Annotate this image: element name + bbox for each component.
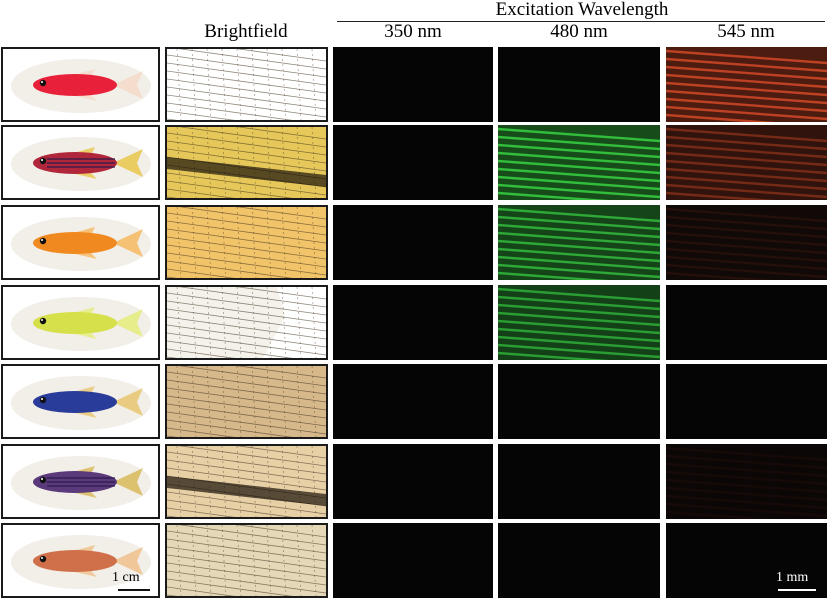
grid-row — [0, 364, 827, 439]
heading-rule — [337, 21, 825, 22]
brightfield-fin-image — [165, 364, 328, 439]
fish-photo — [1, 47, 160, 122]
grid-row — [0, 523, 827, 598]
fish-photo — [1, 205, 160, 280]
fluorescence-480nm-image — [498, 364, 660, 439]
fish-scale-bar — [118, 589, 150, 591]
grid-row — [0, 444, 827, 519]
fluorescence-350nm-image — [333, 444, 493, 519]
fluorescence-350nm-image — [333, 125, 493, 200]
fluorescence-350nm-image — [333, 47, 493, 122]
fluorescence-545nm-image — [666, 523, 827, 598]
brightfield-fin-image — [165, 523, 328, 598]
brightfield-heading: Brightfield — [204, 21, 288, 42]
fluorescence-545nm-image — [666, 364, 827, 439]
brightfield-fin-image — [165, 205, 328, 280]
brightfield-fin-image — [165, 285, 328, 360]
fluorescence-545nm-image — [666, 444, 827, 519]
fish-photo — [1, 364, 160, 439]
fluorescence-480nm-image — [498, 205, 660, 280]
fluorescence-545nm-image — [666, 47, 827, 122]
grid-row — [0, 125, 827, 200]
fish-photo — [1, 523, 160, 598]
brightfield-fin-image — [165, 125, 328, 200]
grid-row — [0, 285, 827, 360]
brightfield-fin-image — [165, 444, 328, 519]
fluorescence-350nm-image — [333, 205, 493, 280]
fluorescence-480nm-image — [498, 523, 660, 598]
grid-row — [0, 47, 827, 122]
fluorescence-350nm-image — [333, 285, 493, 360]
fluorescence-545nm-image — [666, 285, 827, 360]
fluor-scale-label: 1 mm — [776, 570, 809, 585]
excitation-wavelength-heading: Excitation Wavelength — [495, 0, 669, 20]
brightfield-fin-image — [165, 47, 328, 122]
fish-scale-label: 1 cm — [112, 570, 140, 585]
fluorescence-545nm-image — [666, 125, 827, 200]
fish-photo — [1, 444, 160, 519]
heading-545nm: 545 nm — [717, 21, 775, 42]
fish-photo — [1, 285, 160, 360]
fluorescence-480nm-image — [498, 125, 660, 200]
fluorescence-480nm-image — [498, 285, 660, 360]
grid-row — [0, 205, 827, 280]
heading-480nm: 480 nm — [550, 21, 608, 42]
fluor-scale-bar — [778, 589, 816, 591]
fluorescence-545nm-image — [666, 205, 827, 280]
fluorescence-480nm-image — [498, 444, 660, 519]
fish-photo — [1, 125, 160, 200]
fluorescence-350nm-image — [333, 364, 493, 439]
heading-350nm: 350 nm — [384, 21, 442, 42]
fluorescence-480nm-image — [498, 47, 660, 122]
fluorescence-350nm-image — [333, 523, 493, 598]
